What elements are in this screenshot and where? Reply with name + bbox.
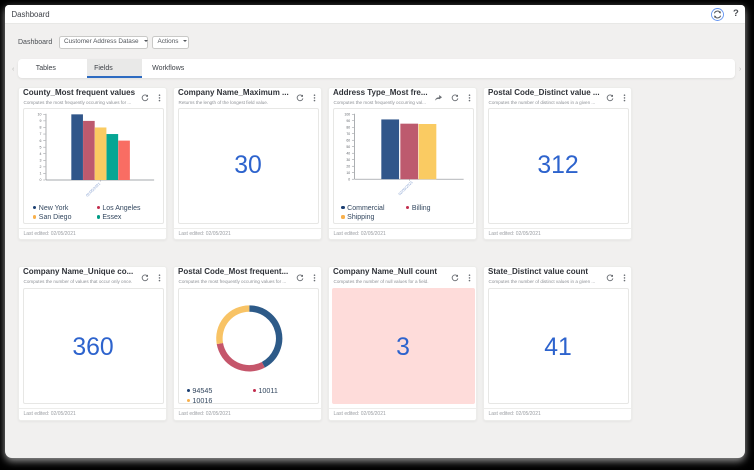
svg-text:7: 7 [39,132,41,136]
svg-text:100: 100 [344,112,350,116]
svg-text:3: 3 [39,158,41,162]
svg-text:30: 30 [346,158,350,162]
svg-text:02/05/2021: 02/05/2021 [85,182,101,198]
svg-text:80: 80 [346,125,350,129]
svg-text:20: 20 [346,164,350,168]
svg-text:50: 50 [346,145,350,149]
svg-text:10: 10 [37,113,41,117]
svg-text:8: 8 [39,126,41,130]
svg-text:0: 0 [39,178,41,182]
svg-text:9: 9 [39,119,41,123]
svg-text:40: 40 [346,151,350,155]
svg-text:5: 5 [39,145,41,149]
svg-text:4: 4 [39,152,41,156]
svg-text:02/05/2021: 02/05/2021 [397,180,413,196]
svg-text:0: 0 [348,177,350,181]
svg-text:70: 70 [346,132,350,136]
svg-text:60: 60 [346,138,350,142]
svg-text:90: 90 [346,119,350,123]
svg-text:6: 6 [39,139,41,143]
svg-text:2: 2 [39,165,41,169]
svg-text:10: 10 [346,171,350,175]
svg-text:1: 1 [39,172,41,176]
